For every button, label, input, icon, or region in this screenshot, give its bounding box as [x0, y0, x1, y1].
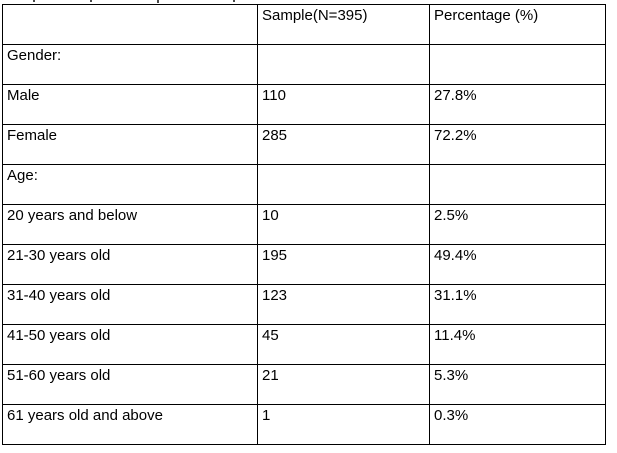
row-sample: 10 [257, 204, 430, 245]
table-row-age-41-50: 41-50 years old 45 11.4% [2, 324, 606, 365]
row-sample [257, 164, 430, 205]
row-sample: 285 [257, 124, 430, 165]
row-percentage: 0.3% [429, 404, 606, 445]
row-label: Female [2, 124, 258, 165]
row-percentage: 49.4% [429, 244, 606, 285]
row-percentage [429, 164, 606, 205]
row-sample: 1 [257, 404, 430, 445]
table-header-row: Sample(N=395) Percentage (%) [2, 4, 606, 45]
table-row-age-51-60: 51-60 years old 21 5.3% [2, 364, 606, 405]
clipped-text-fragment [90, 0, 92, 2]
clipped-text-fragment [33, 0, 35, 2]
table-header-percentage: Percentage (%) [429, 4, 606, 45]
row-percentage: 2.5% [429, 204, 606, 245]
row-label: 20 years and below [2, 204, 258, 245]
table-row-male: Male 110 27.8% [2, 84, 606, 125]
row-label: 41-50 years old [2, 324, 258, 365]
row-percentage [429, 44, 606, 85]
row-percentage: 31.1% [429, 284, 606, 325]
row-sample: 110 [257, 84, 430, 125]
table-row-age-61-above: 61 years old and above 1 0.3% [2, 404, 606, 445]
clipped-text-fragment [233, 0, 235, 2]
clipped-caption-fragment [0, 0, 617, 3]
table-row-age-section: Age: [2, 164, 606, 205]
table-header-sample: Sample(N=395) [257, 4, 430, 45]
row-label: Age: [2, 164, 258, 205]
row-sample [257, 44, 430, 85]
table-row-age-31-40: 31-40 years old 123 31.1% [2, 284, 606, 325]
row-label: Male [2, 84, 258, 125]
row-label: 61 years old and above [2, 404, 258, 445]
row-percentage: 72.2% [429, 124, 606, 165]
demographics-table: Sample(N=395) Percentage (%) Gender: Mal… [2, 4, 606, 445]
row-sample: 123 [257, 284, 430, 325]
row-label: Gender: [2, 44, 258, 85]
table-row-age-21-30: 21-30 years old 195 49.4% [2, 244, 606, 285]
table-row-female: Female 285 72.2% [2, 124, 606, 165]
clipped-text-fragment [157, 0, 159, 3]
table-header-empty [2, 4, 258, 45]
row-sample: 45 [257, 324, 430, 365]
row-sample: 195 [257, 244, 430, 285]
row-sample: 21 [257, 364, 430, 405]
table-row-gender-section: Gender: [2, 44, 606, 85]
row-label: 31-40 years old [2, 284, 258, 325]
row-percentage: 27.8% [429, 84, 606, 125]
row-percentage: 5.3% [429, 364, 606, 405]
row-label: 21-30 years old [2, 244, 258, 285]
row-label: 51-60 years old [2, 364, 258, 405]
table-row-age-20-below: 20 years and below 10 2.5% [2, 204, 606, 245]
row-percentage: 11.4% [429, 324, 606, 365]
